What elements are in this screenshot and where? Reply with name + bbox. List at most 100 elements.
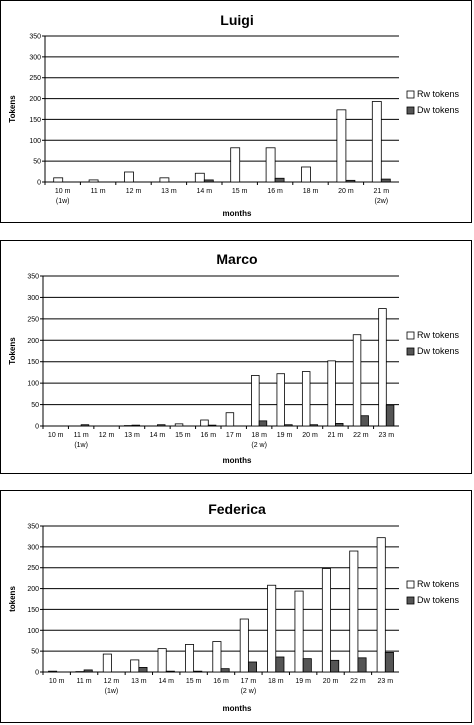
- legend-label: Rw tokens: [417, 330, 460, 340]
- y-tick-label: 300: [29, 54, 41, 61]
- chart-title: Federica: [208, 501, 266, 517]
- bar-rw-tokens: [336, 109, 347, 183]
- y-axis-label: tokens: [8, 586, 17, 612]
- legend-label: Rw tokens: [417, 89, 460, 99]
- x-tick-label: 21 m: [374, 188, 390, 195]
- legend-label: Rw tokens: [417, 579, 460, 589]
- y-tick-label: 50: [31, 402, 39, 409]
- bar-dw-tokens: [247, 661, 257, 673]
- bar-rw-tokens: [124, 171, 134, 183]
- y-axis-label: Tokens: [8, 337, 17, 365]
- bar-dw-tokens: [302, 658, 312, 673]
- y-tick-label: 350: [27, 274, 39, 281]
- bar-rw-tokens: [102, 653, 112, 673]
- x-tick-label: 18 m: [251, 432, 267, 439]
- x-tick-label: 14 m: [197, 188, 213, 195]
- bar-rw-tokens: [349, 550, 359, 673]
- chart-svg-marco: Marco 0 50 100 150 200 250 300 350 10 m 11 m (1w) 12…: [8, 251, 460, 465]
- legend-swatch: [406, 347, 415, 356]
- bar-rw-tokens: [376, 537, 386, 673]
- x-axis-label: months: [223, 456, 252, 465]
- bar-rw-tokens: [378, 308, 387, 427]
- y-axis-label: Tokens: [8, 95, 17, 123]
- bar-rw-tokens: [194, 172, 205, 183]
- bar-rw-tokens: [184, 644, 195, 673]
- chart-title: Luigi: [220, 12, 253, 28]
- bar-dw-tokens: [258, 420, 268, 427]
- bar-rw-tokens: [225, 412, 235, 427]
- x-tick-label: 14 m: [158, 678, 174, 685]
- x-tick-label: 21 m: [328, 432, 344, 439]
- x-tick-label: (2 w): [241, 688, 257, 695]
- bar-rw-tokens: [294, 590, 304, 673]
- x-tick-label: 14 m: [150, 432, 166, 439]
- bar-dw-tokens: [309, 424, 319, 427]
- x-tick-label: 12 m: [126, 188, 142, 195]
- y-tick-label: 100: [29, 138, 41, 145]
- bar-rw-tokens: [174, 423, 184, 427]
- bar-dw-tokens: [384, 651, 394, 673]
- legend-swatch: [406, 596, 415, 605]
- bar-dw-tokens: [83, 669, 93, 673]
- y-tick-label: 50: [31, 649, 39, 656]
- bar-rw-tokens: [159, 177, 170, 183]
- x-tick-label: 11 m: [91, 188, 106, 195]
- bar-dw-tokens: [207, 424, 217, 427]
- y-tick-label: 0: [35, 424, 39, 431]
- y-tick-label: 200: [29, 96, 41, 103]
- y-tick-label: 150: [27, 359, 39, 366]
- y-tick-label: 250: [29, 75, 41, 82]
- x-tick-label: 11 m: [74, 432, 89, 439]
- bar-rw-tokens: [371, 101, 382, 183]
- bar-dw-tokens: [131, 424, 141, 427]
- x-axis-label: months: [223, 704, 252, 713]
- y-tick-label: 300: [27, 544, 39, 551]
- bar-rw-tokens: [200, 419, 209, 427]
- x-tick-label: (1w): [74, 442, 88, 449]
- x-tick-label: 19 m: [295, 678, 311, 685]
- y-tick-label: 250: [27, 316, 39, 323]
- chart-svg-federica: Federica 0 50 100 150 200 250 300 350 10 m 11 m 12 …: [8, 501, 460, 713]
- y-tick-label: 50: [33, 159, 41, 166]
- bar-rw-tokens: [239, 618, 249, 673]
- bar-rw-tokens: [276, 373, 285, 427]
- x-tick-label: 10 m: [49, 678, 65, 685]
- legend-swatch: [406, 331, 415, 340]
- y-tick-label: 200: [27, 338, 39, 345]
- bar-rw-tokens: [327, 360, 336, 427]
- x-tick-label: 17 m: [241, 678, 257, 685]
- x-tick-label: 19 m: [277, 432, 293, 439]
- x-tick-label: 15 m: [175, 432, 191, 439]
- bar-dw-tokens: [275, 656, 285, 673]
- x-tick-label: 20 m: [302, 432, 318, 439]
- bar-rw-tokens: [212, 641, 222, 673]
- y-tick-label: 350: [27, 524, 39, 531]
- chart-title: Marco: [216, 251, 257, 267]
- x-tick-label: 12 m: [99, 432, 115, 439]
- x-tick-label: 20 m: [323, 678, 339, 685]
- bar-rw-tokens: [352, 334, 362, 427]
- bar-rw-tokens: [301, 166, 311, 183]
- x-tick-label: 10 m: [55, 188, 71, 195]
- x-tick-label: (1w): [105, 688, 119, 695]
- bar-dw-tokens: [385, 404, 395, 427]
- x-tick-label: 16 m: [213, 678, 229, 685]
- legend-label: Dw tokens: [417, 105, 460, 115]
- y-tick-label: 350: [29, 34, 41, 41]
- x-tick-label: 13 m: [161, 188, 177, 195]
- chart-panel-luigi: Luigi 0 50 100 150 200 250 300 350 10 m (1w) 11 m 12…: [0, 0, 472, 223]
- bar-rw-tokens: [265, 147, 276, 183]
- x-tick-label: 18 m: [303, 188, 319, 195]
- x-tick-label: (2w): [374, 198, 388, 205]
- bar-dw-tokens: [335, 423, 344, 427]
- legend-swatch: [406, 90, 415, 99]
- chart-svg-luigi: Luigi 0 50 100 150 200 250 300 350 10 m (1w) 11 m 12…: [8, 12, 460, 218]
- bar-rw-tokens: [321, 568, 331, 673]
- bar-dw-tokens: [138, 667, 148, 673]
- x-axis-label: months: [223, 209, 252, 218]
- y-tick-label: 0: [35, 670, 39, 677]
- bar-rw-tokens: [53, 177, 64, 183]
- y-tick-label: 300: [27, 295, 39, 302]
- bar-dw-tokens: [360, 415, 369, 427]
- y-tick-label: 250: [27, 565, 39, 572]
